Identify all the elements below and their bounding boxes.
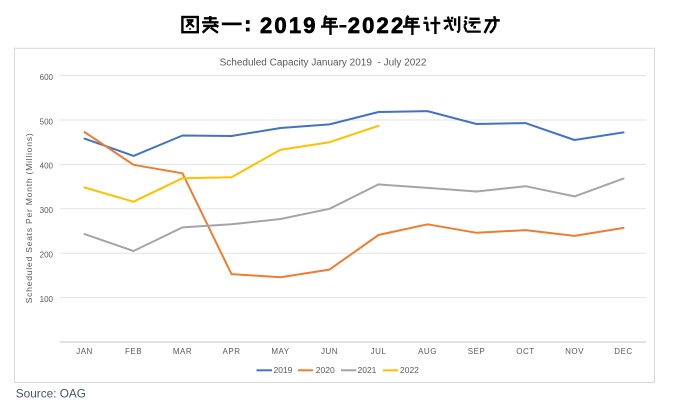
svg-text:2019: 2019 — [260, 13, 318, 38]
svg-text:200: 200 — [40, 251, 54, 260]
svg-text:JUN: JUN — [321, 347, 338, 356]
svg-text:Scheduled Capacity January 201: Scheduled Capacity January 2019 - July 2… — [220, 58, 427, 69]
svg-text:APR: APR — [223, 347, 241, 356]
svg-text:FEB: FEB — [125, 347, 142, 356]
svg-text:MAR: MAR — [173, 347, 192, 356]
svg-text:2022: 2022 — [348, 13, 406, 38]
svg-text:400: 400 — [40, 162, 54, 171]
svg-text:NOV: NOV — [565, 347, 584, 356]
svg-text:600: 600 — [40, 73, 54, 82]
svg-text:2020: 2020 — [316, 365, 335, 375]
svg-text:AUG: AUG — [418, 347, 437, 356]
svg-text:2019: 2019 — [274, 365, 293, 375]
svg-text:500: 500 — [40, 117, 54, 126]
svg-text:OCT: OCT — [516, 347, 534, 356]
svg-text:Source: OAG: Source: OAG — [16, 386, 86, 400]
svg-text:2022: 2022 — [400, 365, 419, 375]
svg-text:Scheduled Seats Per Month (Mi: Scheduled Seats Per Month (Millions) — [24, 133, 34, 304]
svg-text:JAN: JAN — [76, 347, 93, 356]
svg-text:MAY: MAY — [271, 347, 289, 356]
svg-text:SEP: SEP — [468, 347, 486, 356]
svg-text:2021: 2021 — [358, 365, 377, 375]
svg-text:300: 300 — [40, 206, 54, 215]
svg-text:100: 100 — [40, 295, 54, 304]
svg-text:DEC: DEC — [614, 347, 632, 356]
svg-text:JUL: JUL — [371, 347, 387, 356]
